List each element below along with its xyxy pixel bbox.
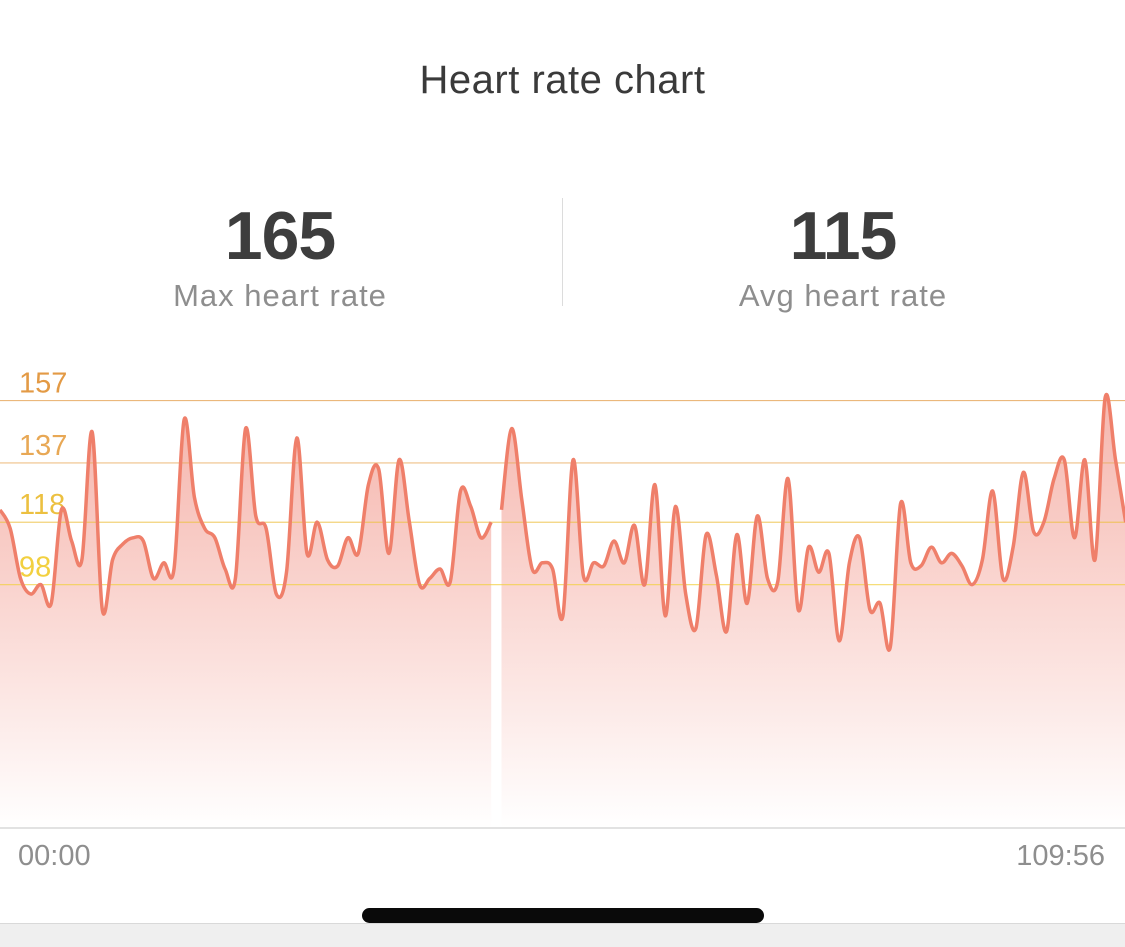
stats-divider bbox=[562, 198, 563, 306]
avg-heart-rate-value: 115 bbox=[789, 198, 898, 274]
x-axis-start-label: 00:00 bbox=[18, 840, 91, 872]
x-axis-end-label: 109:56 bbox=[1016, 840, 1105, 872]
heart-rate-chart: 157 137 118 98 bbox=[0, 368, 1125, 829]
zone-label-137: 137 bbox=[19, 430, 67, 462]
zone-label-98: 98 bbox=[19, 552, 51, 584]
avg-heart-rate-stat: 115 Avg heart rate bbox=[563, 196, 1123, 316]
max-heart-rate-label: Max heart rate bbox=[173, 278, 387, 313]
heart-rate-line-segment-1 bbox=[0, 416, 493, 616]
zone-label-118: 118 bbox=[19, 489, 65, 521]
heart-rate-line-segment-2 bbox=[499, 392, 1125, 652]
bottom-bar bbox=[0, 923, 1125, 947]
heart-rate-area-segment-1 bbox=[0, 417, 492, 828]
avg-heart-rate-label: Avg heart rate bbox=[738, 278, 948, 313]
home-indicator[interactable] bbox=[362, 908, 764, 923]
page-title: Heart rate chart bbox=[419, 58, 706, 102]
max-heart-rate-value: 165 bbox=[224, 198, 336, 274]
max-heart-rate-stat: 165 Max heart rate bbox=[0, 196, 560, 316]
zone-label-157: 157 bbox=[19, 368, 67, 400]
heart-rate-area-segment-2 bbox=[501, 394, 1125, 828]
